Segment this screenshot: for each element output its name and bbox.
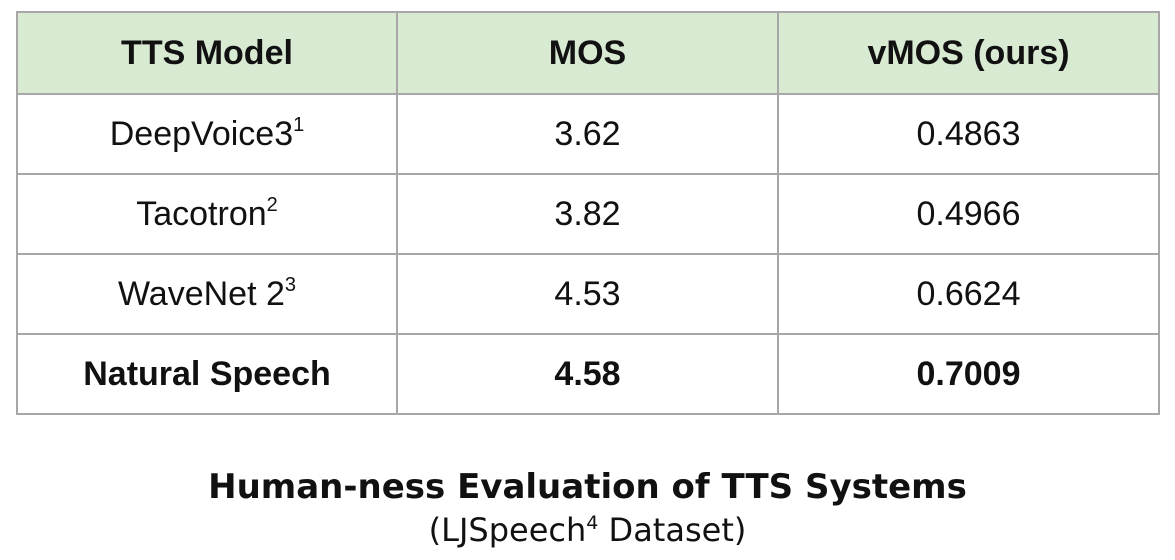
vmos-cell: 0.6624 <box>777 253 1160 335</box>
results-table-container: TTS Model MOS vMOS (ours) DeepVoice31 3.… <box>16 11 1160 415</box>
mos-cell: 3.62 <box>396 93 779 175</box>
reference-marker: 1 <box>293 114 305 136</box>
caption-subtitle-suffix: Dataset) <box>598 511 747 549</box>
model-cell: DeepVoice31 <box>16 93 398 175</box>
model-cell: Tacotron2 <box>16 173 398 255</box>
mos-cell: 4.53 <box>396 253 779 335</box>
vmos-cell: 0.4863 <box>777 93 1160 175</box>
header-tts-model: TTS Model <box>16 11 398 95</box>
results-table: TTS Model MOS vMOS (ours) DeepVoice31 3.… <box>16 11 1160 415</box>
vmos-cell: 0.7009 <box>777 333 1160 415</box>
header-mos: MOS <box>396 11 779 95</box>
table-row: WaveNet 23 4.53 0.6624 <box>16 253 1160 335</box>
caption-subtitle: (LJSpeech4 Dataset) <box>0 510 1175 550</box>
model-cell: WaveNet 23 <box>16 253 398 335</box>
table-row: DeepVoice31 3.62 0.4863 <box>16 93 1160 175</box>
reference-marker: 3 <box>284 274 297 296</box>
model-name: DeepVoice3 <box>109 115 294 153</box>
caption-subtitle-prefix: (LJSpeech <box>428 511 587 549</box>
mos-cell: 3.82 <box>396 173 779 255</box>
model-name: Tacotron <box>136 195 267 233</box>
table-row: Tacotron2 3.82 0.4966 <box>16 173 1160 255</box>
table-header-row: TTS Model MOS vMOS (ours) <box>16 11 1160 95</box>
model-name: Natural Speech <box>83 355 331 393</box>
model-cell: Natural Speech <box>16 333 398 415</box>
mos-cell: 4.58 <box>396 333 779 415</box>
reference-marker: 2 <box>266 194 278 216</box>
table-caption: Human-ness Evaluation of TTS Systems (LJ… <box>0 464 1175 550</box>
table-row: Natural Speech 4.58 0.7009 <box>16 333 1160 415</box>
model-name: WaveNet 2 <box>117 275 285 313</box>
header-vmos: vMOS (ours) <box>777 11 1160 95</box>
caption-title: Human-ness Evaluation of TTS Systems <box>208 467 967 507</box>
caption-reference-marker: 4 <box>586 512 599 534</box>
vmos-cell: 0.4966 <box>777 173 1160 255</box>
